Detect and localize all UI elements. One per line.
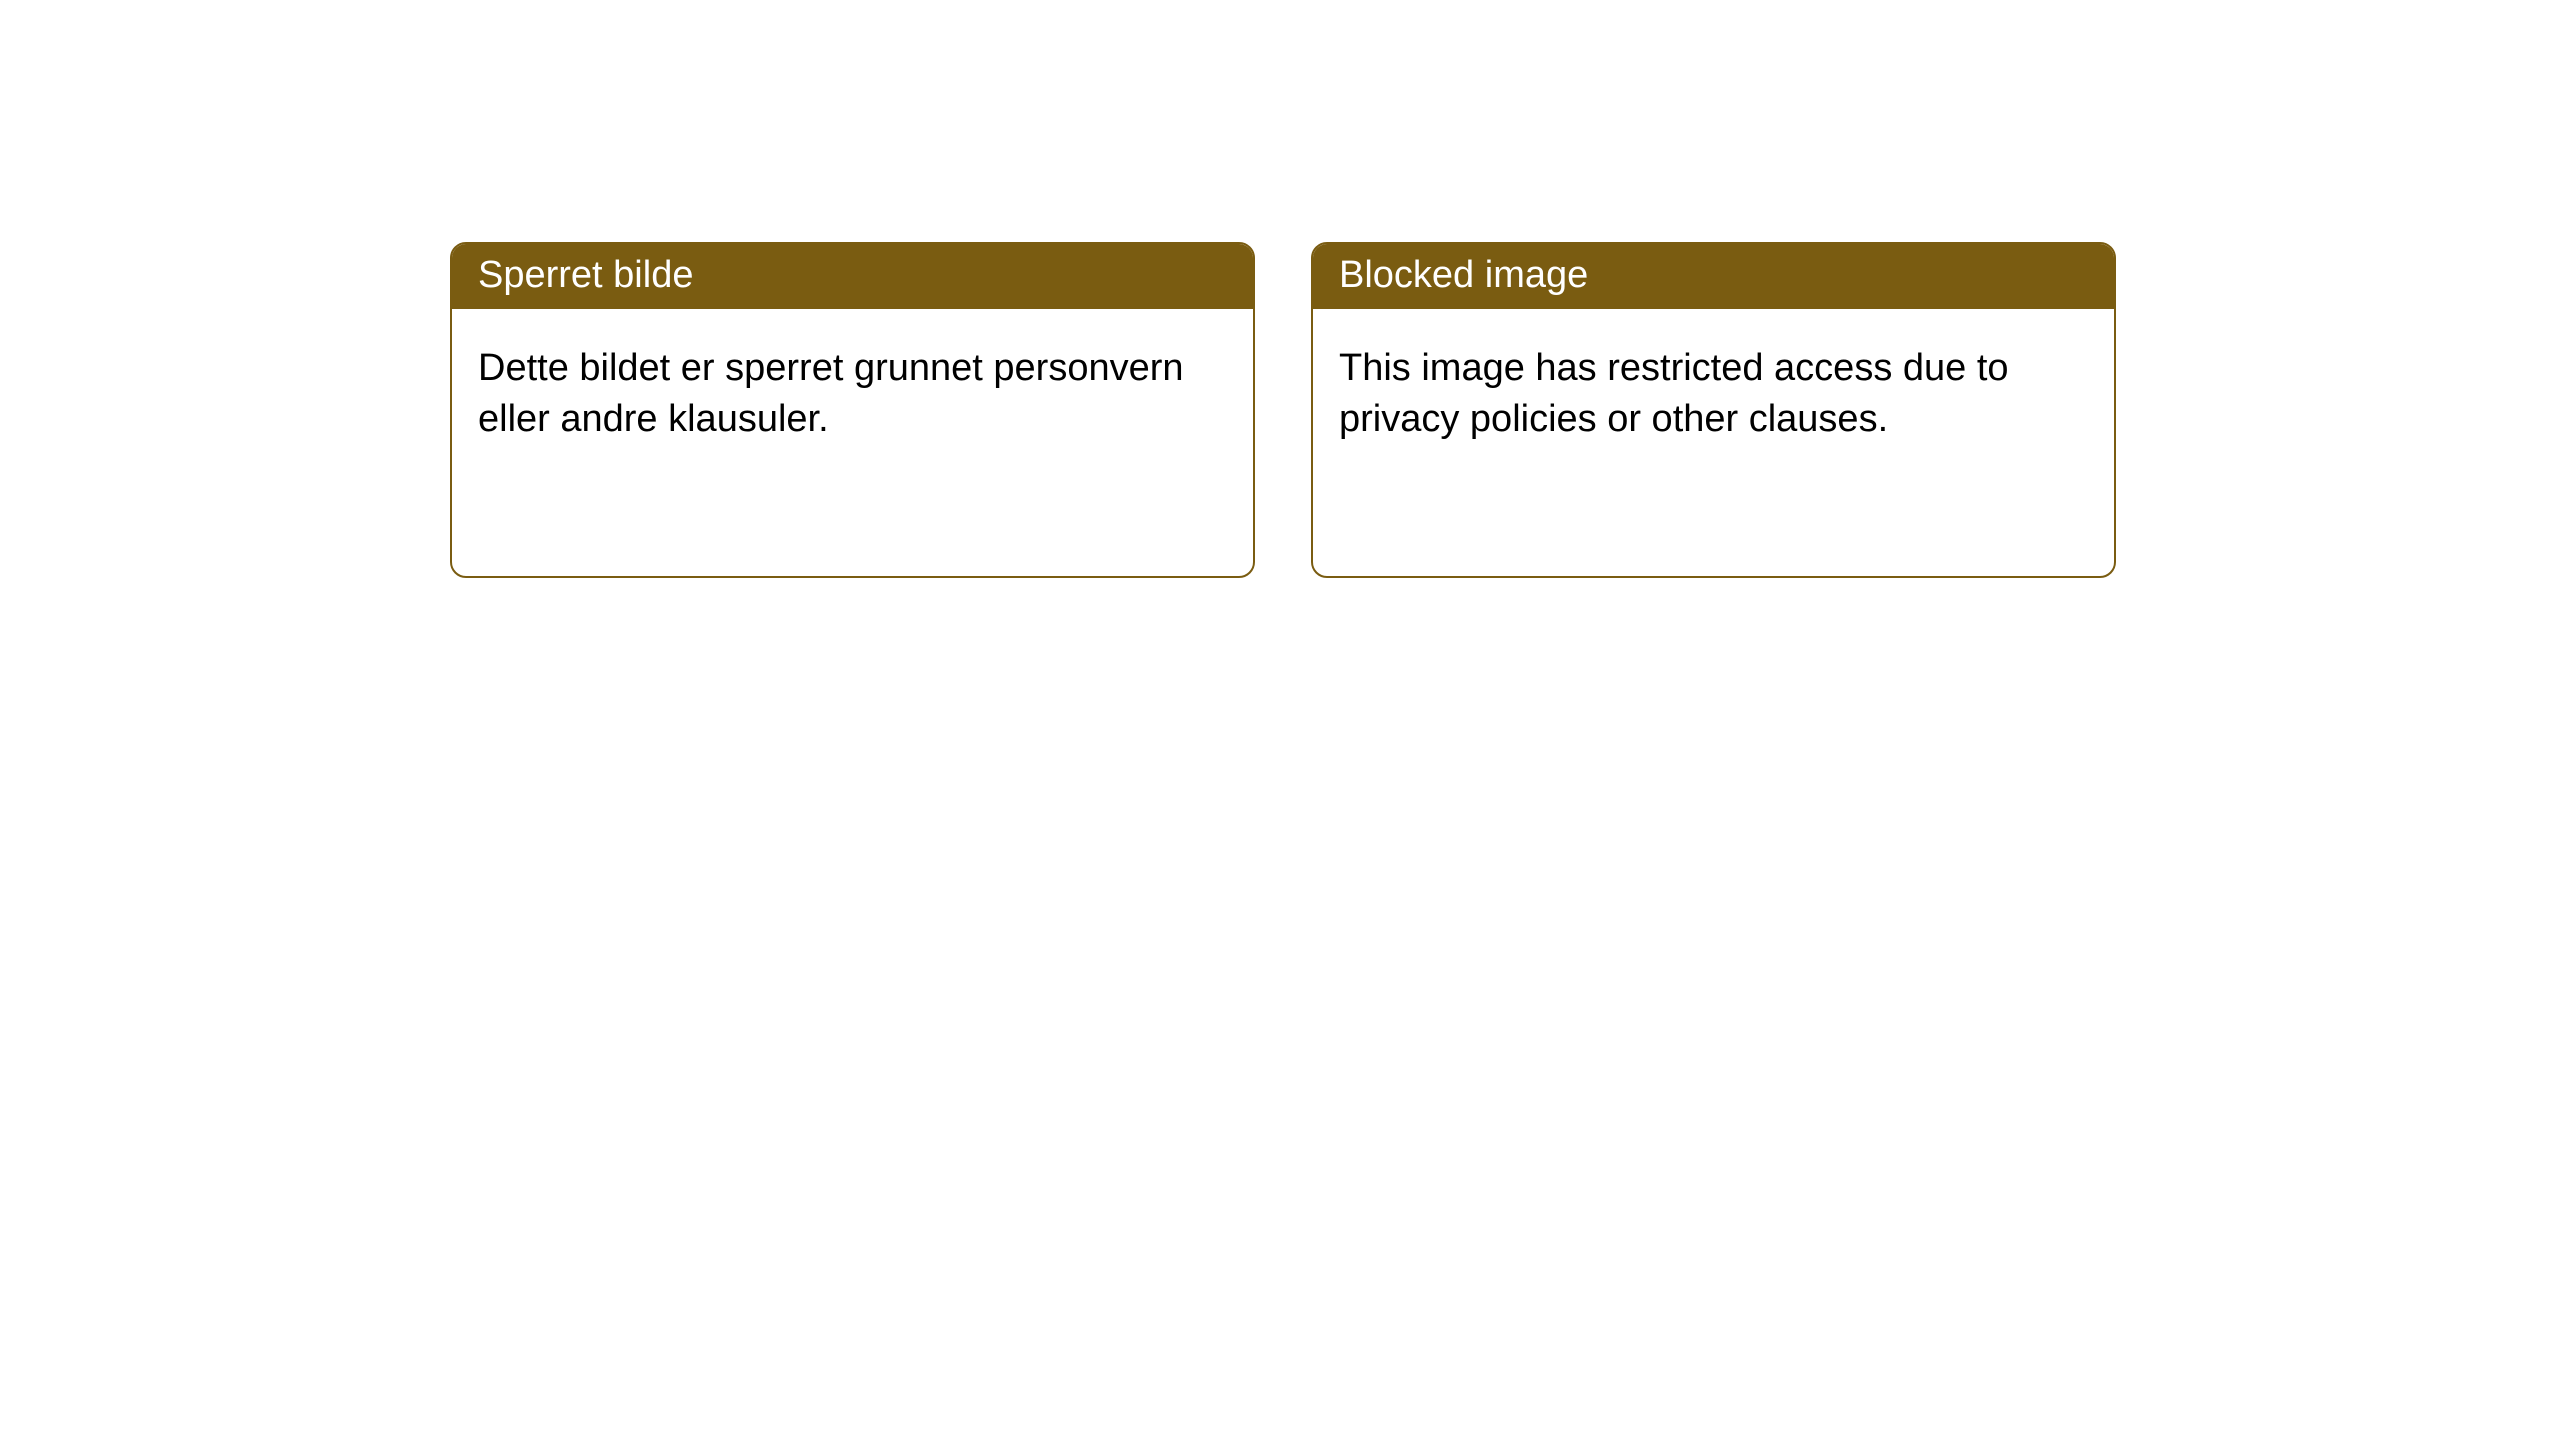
card-title: Blocked image — [1339, 254, 1588, 296]
card-title: Sperret bilde — [478, 254, 693, 296]
card-text: This image has restricted access due to … — [1339, 347, 2009, 440]
card-body: This image has restricted access due to … — [1313, 309, 2114, 480]
blocked-image-card-en: Blocked image This image has restricted … — [1311, 242, 2116, 578]
card-header: Sperret bilde — [452, 244, 1253, 309]
card-body: Dette bildet er sperret grunnet personve… — [452, 309, 1253, 480]
card-header: Blocked image — [1313, 244, 2114, 309]
card-text: Dette bildet er sperret grunnet personve… — [478, 347, 1184, 440]
notice-container: Sperret bilde Dette bildet er sperret gr… — [0, 0, 2560, 578]
blocked-image-card-no: Sperret bilde Dette bildet er sperret gr… — [450, 242, 1255, 578]
